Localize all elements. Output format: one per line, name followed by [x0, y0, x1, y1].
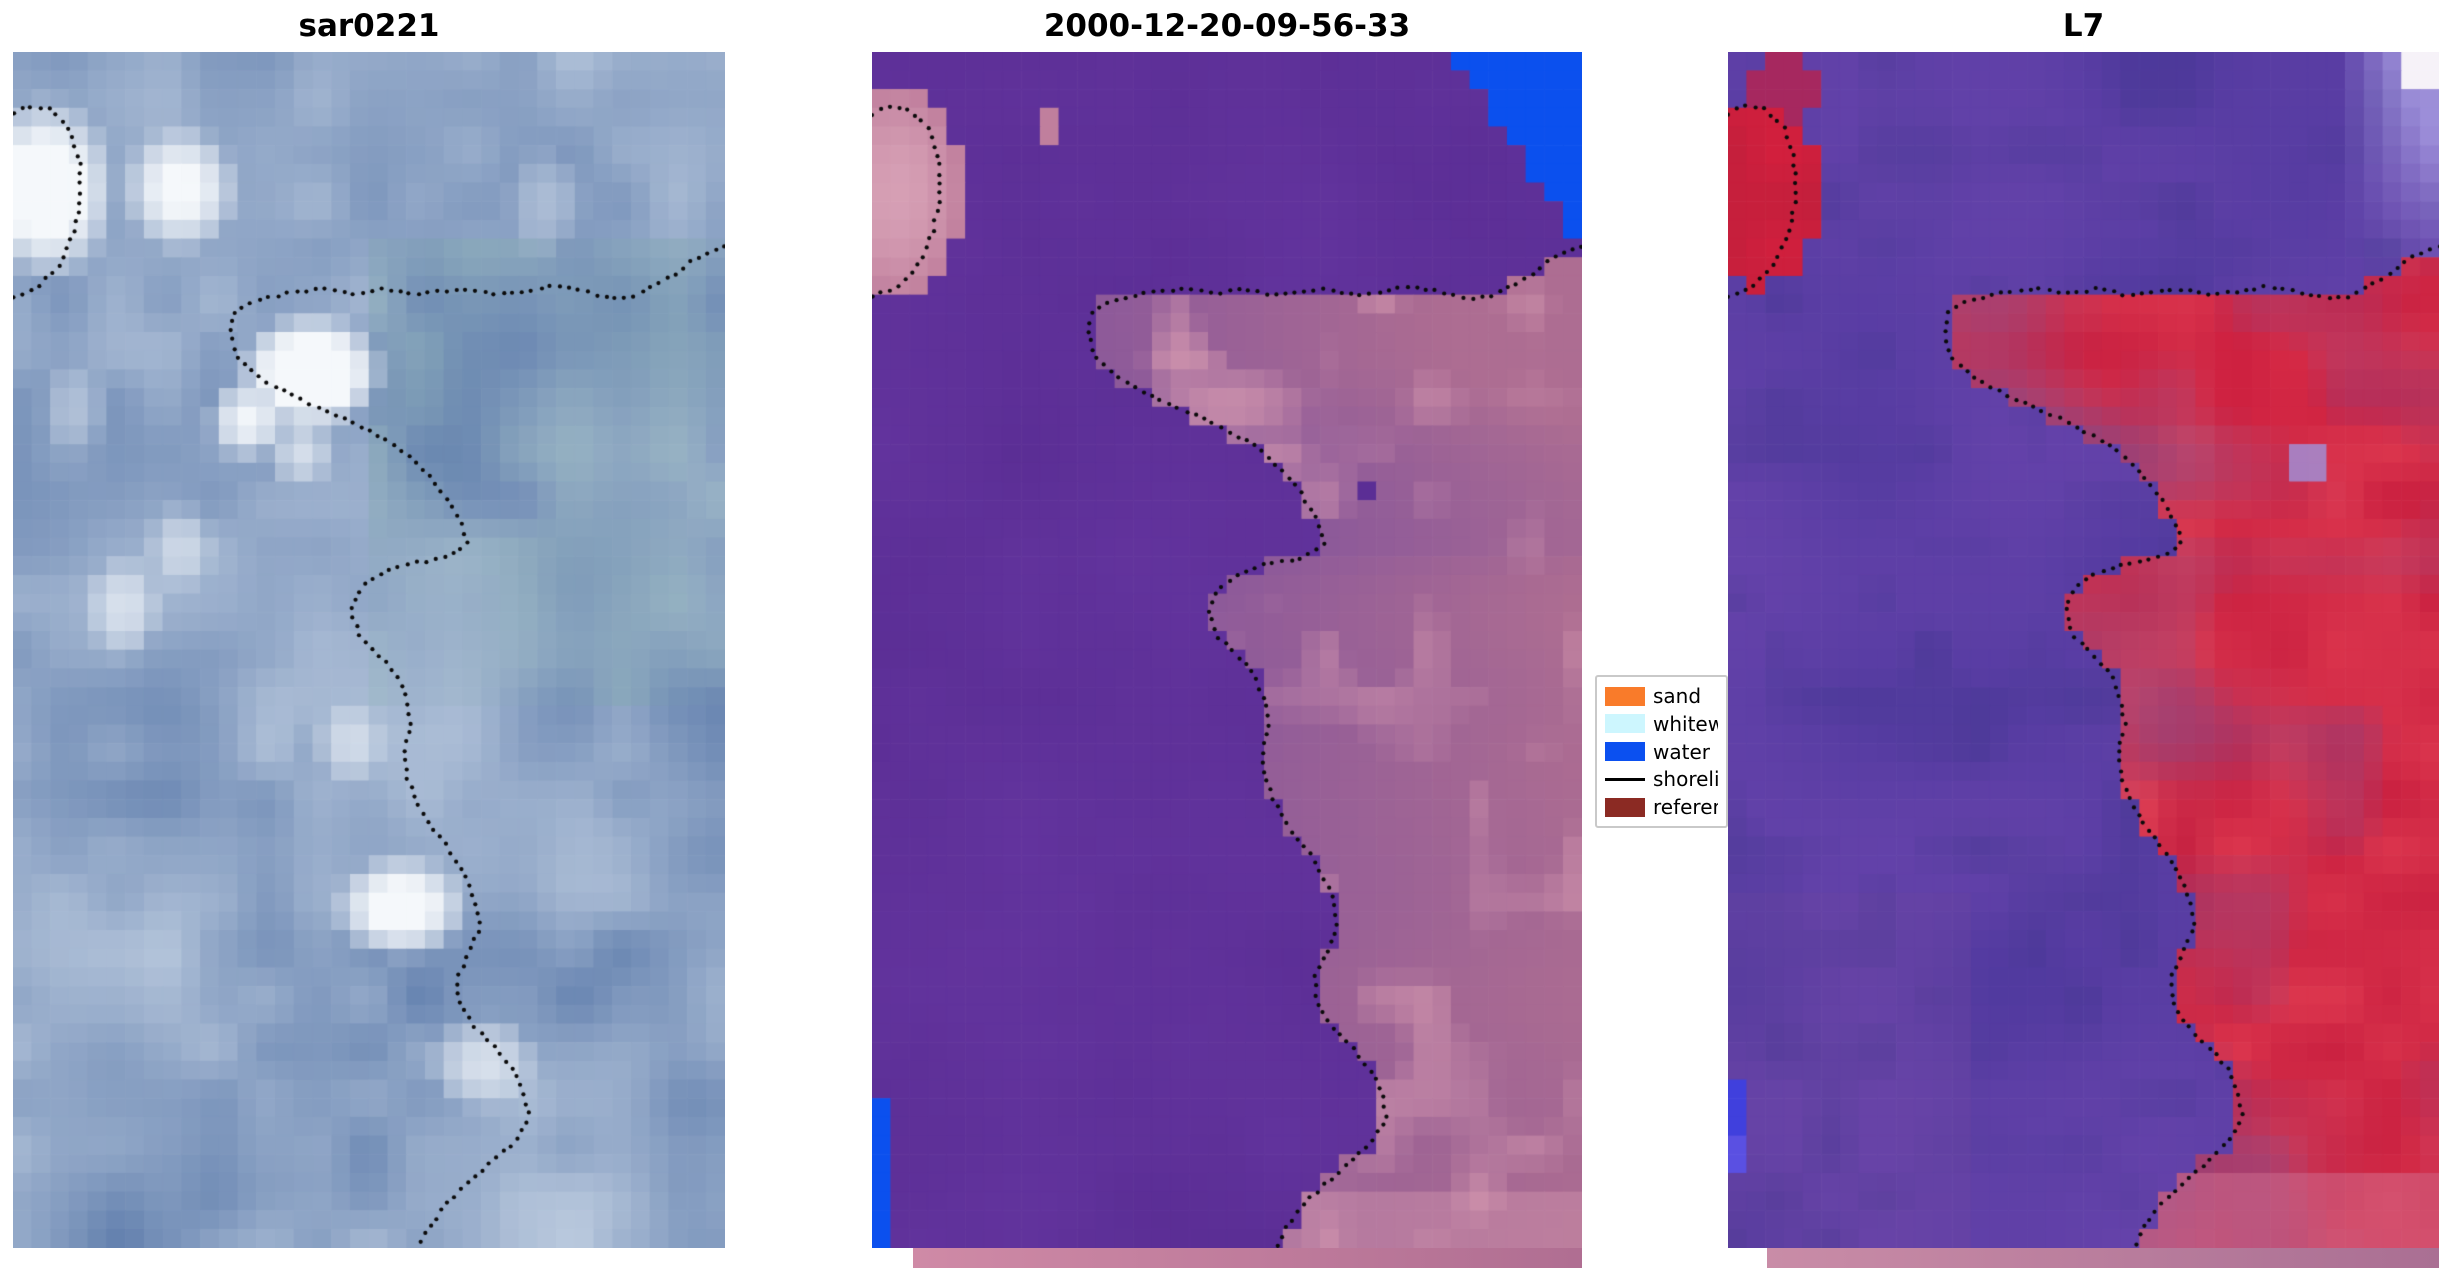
legend-item-whitewater: whitew: [1605, 711, 1718, 737]
legend-item-reference: referen: [1605, 794, 1718, 820]
water-swatch-icon: [1605, 742, 1645, 761]
legend-item-water: water: [1605, 739, 1718, 765]
panel-title-sar: sar0221: [298, 8, 440, 44]
whitewater-swatch-icon: [1605, 714, 1645, 734]
sand-swatch-icon: [1605, 686, 1645, 706]
panel-title-classified: 2000-12-20-09-56-33: [1043, 8, 1411, 44]
legend-label-whitewater: whitew: [1653, 711, 1718, 736]
reference-strip-l7: [1767, 1248, 2439, 1268]
sar-image-canvas: [13, 52, 725, 1248]
panel-classified: 2000-12-20-09-56-33: [872, 8, 1582, 1268]
panel-title-l7: L7: [2062, 8, 2105, 44]
shoreline-line-icon: [1605, 777, 1645, 781]
reference-strip-classified: [913, 1248, 1582, 1268]
legend-label-shoreline: shoreli: [1653, 767, 1718, 792]
legend-item-sand: sand: [1605, 683, 1718, 709]
legend-item-shoreline: shoreli: [1605, 766, 1718, 792]
reference-swatch-icon: [1605, 797, 1645, 817]
legend: sand whitew water shoreli referen: [1595, 675, 1728, 828]
panel-l7: L7: [1728, 8, 2439, 1268]
legend-label-sand: sand: [1653, 684, 1702, 708]
panel-sar: sar0221: [13, 8, 725, 1248]
legend-label-water: water: [1653, 739, 1710, 764]
classified-image-canvas: [872, 52, 1582, 1248]
legend-label-reference: referen: [1653, 795, 1718, 819]
l7-image-canvas: [1728, 52, 2439, 1248]
